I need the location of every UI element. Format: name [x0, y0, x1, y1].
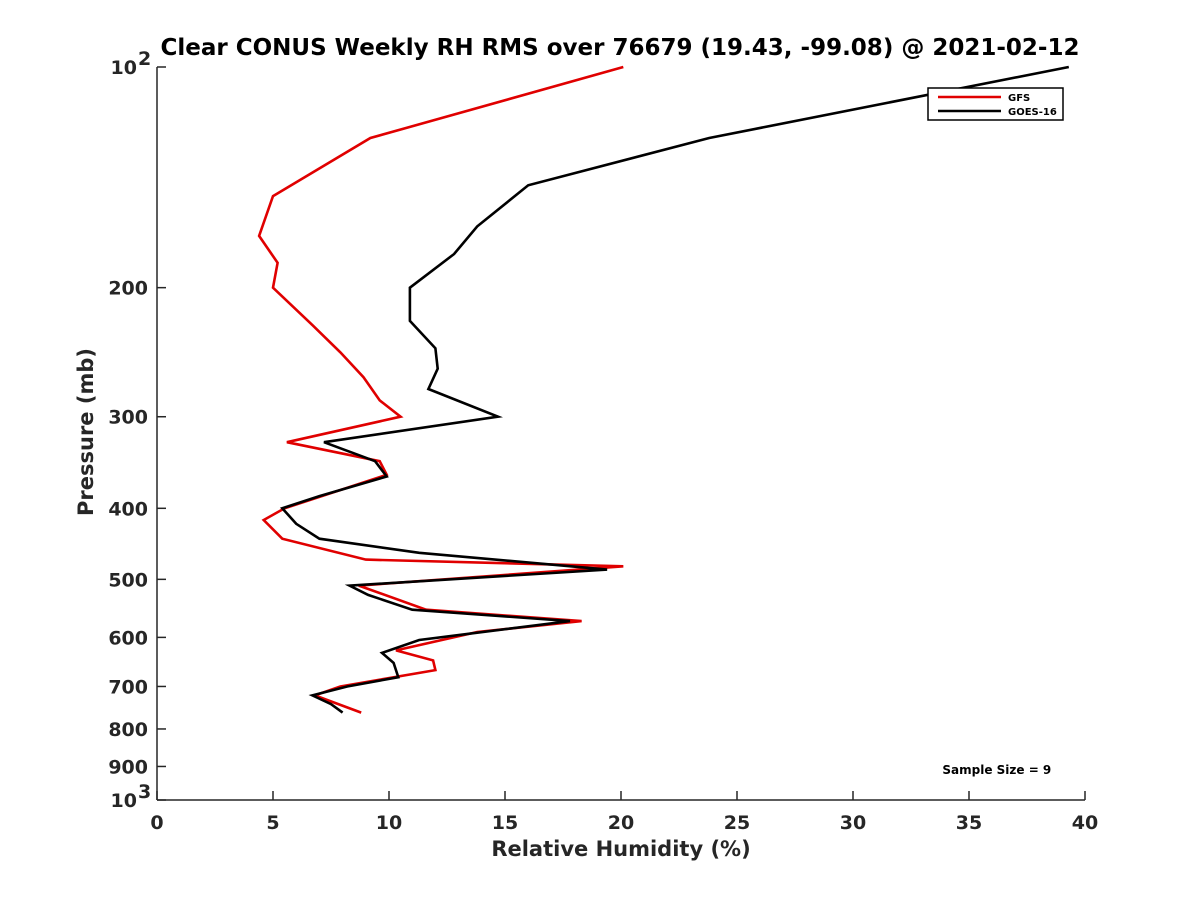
y-tick-label: 500	[108, 569, 148, 591]
x-tick-label: 10	[376, 812, 402, 834]
y-tick-label: 600	[108, 627, 148, 649]
x-tick-label: 35	[956, 812, 982, 834]
y-tick-label: 800	[108, 719, 148, 741]
y-tick-exponent: 2	[138, 48, 151, 70]
x-tick-label: 5	[266, 812, 279, 834]
x-tick-label: 25	[724, 812, 750, 834]
y-tick-label: 400	[108, 498, 148, 520]
x-axis-label: Relative Humidity (%)	[491, 837, 750, 861]
y-tick-label: 700	[108, 676, 148, 698]
y-tick-exponent: 3	[138, 781, 151, 803]
sample-size-annotation: Sample Size = 9	[942, 763, 1051, 777]
chart-title: Clear CONUS Weekly RH RMS over 76679 (19…	[161, 35, 1080, 61]
y-tick-label: 10	[111, 790, 137, 812]
series-line-goes-16	[280, 65, 1070, 714]
y-tick-label: 200	[108, 278, 148, 300]
legend-label: GFS	[1008, 93, 1030, 104]
y-axis-label: Pressure (mb)	[74, 348, 98, 516]
x-tick-label: 40	[1072, 812, 1098, 834]
legend: GFS GOES-16	[927, 87, 1064, 121]
legend-label: GOES-16	[1008, 107, 1057, 118]
legend-box	[927, 87, 1064, 121]
y-tick-label: 300	[108, 407, 148, 429]
x-tick-label: 20	[608, 812, 634, 834]
y-tick-label: 10	[111, 57, 137, 79]
x-tick-label: 15	[492, 812, 518, 834]
x-tick-label: 30	[840, 812, 866, 834]
y-tick-label: 900	[108, 756, 148, 778]
annotations: Sample Size = 9	[942, 763, 1051, 777]
series-layer	[257, 65, 1070, 714]
x-tick-label: 0	[150, 812, 163, 834]
